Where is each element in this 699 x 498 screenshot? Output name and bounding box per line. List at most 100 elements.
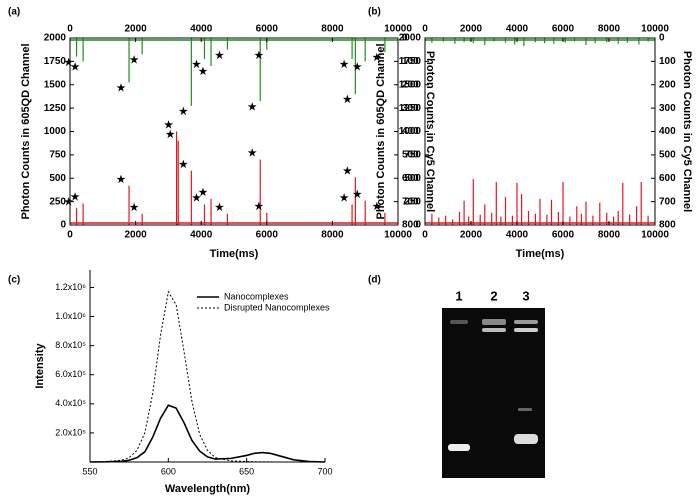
star-marker: ★ [71,62,80,73]
x-tick-label: 10000 [384,230,412,241]
y2-tick-label: 100 [659,56,676,67]
y2-tick-label: 400 [659,126,676,137]
spectrum-line [89,290,325,463]
star-marker: ★ [215,202,224,213]
gel-band [450,320,468,324]
star-marker: ★ [372,53,381,64]
star-marker: ★ [248,148,257,159]
x-top-tick-label: 0 [422,24,428,35]
star-marker: ★ [71,192,80,203]
x-tick-label: 0 [67,230,73,241]
x-tick-label: 6000 [256,230,279,241]
y-tick-label: 2000 [44,33,67,44]
y-tick-label: 1.2x10⁶ [55,282,86,292]
y2-tick-label: 600 [402,173,419,184]
gel-band [482,319,506,325]
star-marker: ★ [179,159,188,170]
gel-band [514,320,538,324]
star-marker: ★ [254,50,263,61]
star-marker: ★ [130,202,139,213]
y-tick-label: 8.0x10⁵ [55,340,86,350]
y2-axis-title: Photon Counts in Cy5 Channel [681,51,693,212]
star-marker: ★ [117,83,126,94]
x-tick-label: 0 [422,230,428,241]
panel-label: (a) [8,7,20,18]
y-tick-label: 6.0x10⁵ [55,369,86,379]
y-axis-title: Photon Counts in 605QD Channel [20,43,32,219]
x-top-tick-label: 6000 [552,24,575,35]
y-tick-label: 0 [60,220,66,231]
star-marker: ★ [192,60,201,71]
y-tick-label: 2000 [399,33,422,44]
y-tick-label: 250 [49,196,66,207]
y2-tick-label: 800 [402,220,419,231]
lane-label: 3 [522,288,529,303]
y-tick-label: 1000 [44,126,67,137]
x-tick-label: 8000 [321,230,344,241]
gel-band [514,328,538,332]
y-tick-label: 1250 [399,103,422,114]
y-tick-label: 750 [49,150,66,161]
panel-label: (b) [368,7,381,18]
x-tick-label: 4000 [506,230,529,241]
star-marker: ★ [340,60,349,71]
legend-label: Nanocomplexes [224,291,289,301]
y-tick-label: 4.0x10⁵ [55,398,86,408]
y2-tick-label: 300 [659,103,676,114]
star-marker: ★ [64,197,73,208]
y2-tick-label: 700 [659,196,676,207]
x-axis-title: Wavelength(nm) [165,483,250,495]
y2-tick-label: 600 [659,173,676,184]
y-tick-label: 2.0x10⁵ [55,427,86,437]
y-tick-label: 1000 [399,126,422,137]
star-marker: ★ [353,62,362,73]
y-tick-label: 750 [404,150,421,161]
gel-band [514,434,538,444]
x-tick-label: 10000 [641,230,669,241]
y-tick-label: 0 [415,220,421,231]
y2-tick-label: 200 [402,79,419,90]
star-marker: ★ [254,201,263,212]
y2-tick-label: 800 [659,220,676,231]
star-marker: ★ [340,193,349,204]
x-top-tick-label: 6000 [256,24,279,35]
gel-band [518,408,532,411]
plot-frame [424,37,656,226]
gel-band [448,444,470,451]
panel-label: (d) [368,275,381,286]
x-top-tick-label: 8000 [321,24,344,35]
x-axis-title: Time(ms) [516,248,565,260]
y2-axis-title: Photon Counts in Cy5 Channel [424,51,436,212]
plot-frame [69,37,399,226]
y-tick-label: 1250 [44,103,67,114]
y-tick-label: 1500 [399,79,422,90]
star-marker: ★ [248,102,257,113]
gel-band [482,328,506,332]
y-tick-label: 500 [404,173,421,184]
x-tick-label: 650 [239,466,254,476]
y-tick-label: 250 [404,196,421,207]
x-top-tick-label: 2000 [124,24,147,35]
x-tick-label: 4000 [190,230,213,241]
star-marker: ★ [199,67,208,78]
x-top-tick-label: 10000 [641,24,669,35]
x-tick-label: 6000 [552,230,575,241]
x-top-tick-label: 4000 [506,24,529,35]
x-tick-label: 600 [161,466,176,476]
y2-tick-label: 0 [402,33,408,44]
y2-tick-label: 500 [659,150,676,161]
y-tick-label: 500 [49,173,66,184]
x-top-tick-label: 2000 [460,24,483,35]
star-marker: ★ [215,50,224,61]
star-marker: ★ [117,174,126,185]
x-top-tick-label: 8000 [598,24,621,35]
x-top-tick-label: 4000 [190,24,213,35]
star-marker: ★ [199,187,208,198]
y-tick-label: 1750 [44,56,67,67]
legend-label: Disrupted Nanocomplexes [224,302,330,312]
star-marker: ★ [353,189,362,200]
spectrum-line [89,404,326,463]
y-tick-label: 1500 [44,79,67,90]
x-tick-label: 700 [317,466,332,476]
